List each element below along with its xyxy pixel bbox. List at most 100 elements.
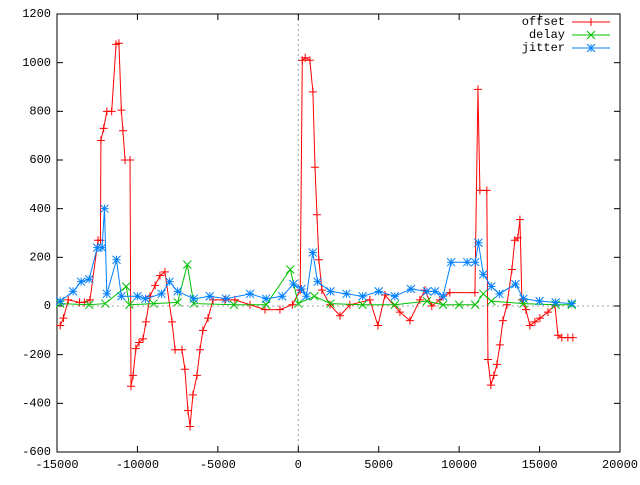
point-marker: [205, 291, 215, 301]
legend-label: delay: [529, 28, 565, 42]
point-marker: [261, 294, 271, 304]
point-marker: [311, 163, 320, 172]
point-marker: [97, 243, 107, 252]
point-marker: [482, 186, 491, 195]
legend-label: offset: [522, 15, 565, 29]
point-marker: [116, 291, 126, 301]
point-marker: [64, 295, 73, 304]
point-marker: [92, 243, 102, 252]
point-marker: [155, 271, 164, 280]
legend-label: jitter: [522, 41, 565, 55]
point-marker: [245, 289, 255, 299]
point-marker: [107, 107, 116, 116]
point-marker: [118, 126, 127, 135]
point-marker: [196, 345, 205, 354]
point-marker: [308, 248, 318, 257]
point-marker: [365, 295, 374, 304]
point-marker: [492, 360, 501, 369]
point-marker: [141, 294, 150, 304]
point-marker: [422, 287, 432, 296]
point-marker: [390, 291, 400, 301]
point-marker: [133, 291, 142, 301]
point-marker: [84, 274, 94, 284]
point-marker: [530, 317, 539, 326]
point-marker: [470, 257, 480, 267]
point-marker: [177, 345, 186, 354]
point-marker: [56, 321, 65, 330]
point-marker: [543, 308, 552, 317]
point-marker: [495, 340, 504, 349]
point-marker: [112, 255, 121, 265]
point-marker: [126, 156, 135, 164]
point-marker: [373, 321, 382, 330]
point-marker: [335, 311, 344, 320]
point-marker: [305, 56, 314, 65]
point-marker: [96, 236, 105, 245]
point-marker: [135, 338, 144, 347]
y-tick-label: 600: [29, 153, 51, 167]
point-marker: [131, 344, 140, 353]
point-marker: [470, 288, 479, 297]
point-marker: [478, 270, 488, 279]
point-marker: [395, 308, 404, 317]
point-marker: [96, 136, 105, 145]
point-marker: [84, 300, 94, 310]
point-marker: [567, 299, 577, 308]
point-marker: [68, 287, 78, 296]
point-marker: [126, 382, 135, 391]
x-tick-label: 15000: [522, 458, 558, 472]
point-marker: [293, 299, 303, 308]
point-marker: [125, 300, 134, 310]
point-marker: [474, 238, 483, 248]
point-marker: [478, 289, 488, 299]
point-marker: [151, 281, 160, 290]
point-marker: [121, 282, 131, 291]
point-marker: [100, 299, 110, 308]
point-marker: [173, 297, 182, 307]
point-marker: [483, 355, 492, 364]
point-marker: [160, 267, 169, 276]
point-marker: [486, 381, 495, 390]
point-marker: [85, 295, 94, 304]
point-marker: [221, 294, 231, 304]
point-marker: [288, 300, 297, 309]
point-marker: [76, 277, 86, 287]
point-marker: [149, 299, 158, 308]
y-tick-label: -600: [22, 445, 51, 459]
point-marker: [525, 321, 534, 330]
point-marker: [157, 289, 166, 299]
point-marker: [422, 296, 432, 306]
point-marker: [260, 305, 269, 314]
point-marker: [314, 255, 323, 264]
point-marker: [180, 365, 189, 374]
point-marker: [129, 371, 138, 380]
point-marker: [374, 287, 384, 296]
point-marker: [277, 291, 287, 301]
point-marker: [229, 300, 239, 310]
x-tick-label: 10000: [441, 458, 477, 472]
point-marker: [310, 291, 319, 301]
point-marker: [183, 406, 192, 415]
y-tick-label: 1000: [22, 56, 51, 70]
legend-marker: [586, 30, 596, 40]
point-marker: [406, 284, 416, 294]
point-marker: [312, 210, 321, 219]
point-marker: [507, 265, 516, 274]
point-marker: [325, 300, 334, 309]
point-marker: [289, 279, 298, 289]
point-marker: [513, 233, 522, 242]
point-marker: [326, 299, 335, 308]
x-tick-label: -10000: [116, 458, 159, 472]
point-marker: [438, 300, 448, 310]
point-marker: [261, 300, 271, 310]
point-marker: [535, 296, 544, 306]
point-marker: [204, 314, 213, 323]
point-marker: [297, 284, 306, 294]
point-marker: [551, 297, 561, 307]
point-marker: [470, 300, 480, 310]
point-marker: [326, 287, 335, 296]
point-marker: [165, 277, 174, 287]
point-marker: [301, 53, 310, 62]
point-marker: [182, 260, 192, 269]
